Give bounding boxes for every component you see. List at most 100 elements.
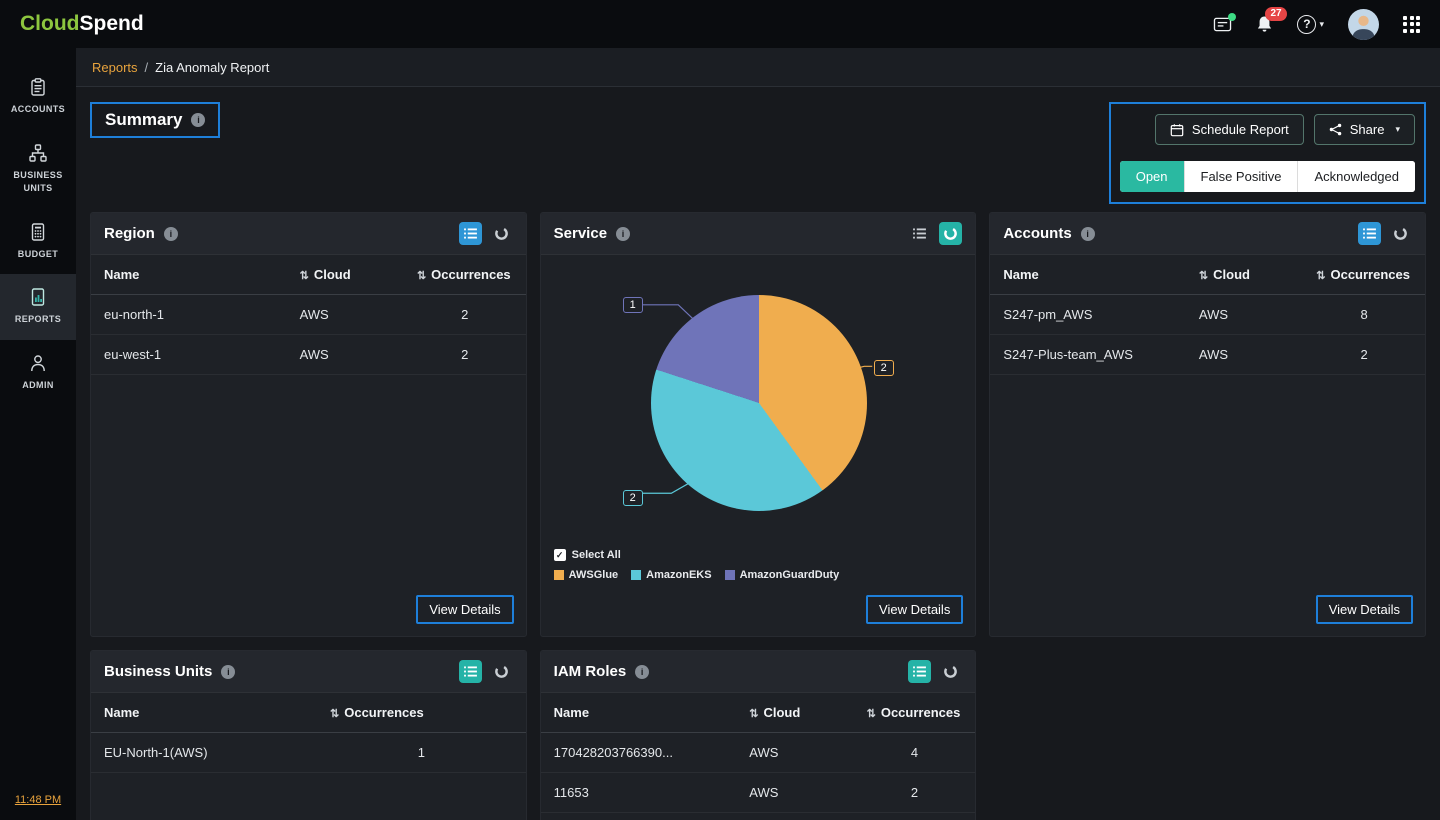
chart-view-icon[interactable] [939, 222, 963, 245]
chart-view-icon[interactable] [1389, 222, 1412, 245]
table-row: S247-Plus-team_AWS AWS 2 [990, 334, 1425, 375]
accounts-icon [31, 78, 45, 96]
column-header-occurrences[interactable]: ⇅ Occurrences [1303, 255, 1425, 295]
chevron-down-icon: ▾ [1319, 18, 1324, 29]
legend-item-amazonguardduty[interactable]: AmazonGuardDuty [724, 569, 839, 581]
reports-icon [31, 288, 45, 306]
share-button[interactable]: Share ▾ [1313, 114, 1415, 145]
column-header-name[interactable]: Name [990, 255, 1186, 295]
column-header-name[interactable]: Name [91, 693, 318, 733]
column-header-name[interactable]: Name [540, 693, 737, 733]
region-table: Name ⇅ Cloud ⇅ Occurrences eu-north-1 AWS … [91, 255, 526, 587]
legend-swatch [631, 570, 642, 580]
accounts-view-details-button[interactable]: View Details [1315, 595, 1413, 624]
table-row: 170428203766390... AWS 4 [540, 732, 976, 773]
tab-acknowledged[interactable]: Acknowledged [1297, 161, 1415, 192]
iam-roles-table: Name ⇅ Cloud ⇅ Occurrences 170428203766390… [540, 693, 976, 820]
tab-open[interactable]: Open [1119, 161, 1184, 192]
user-avatar[interactable] [1348, 8, 1379, 40]
breadcrumb-reports-link[interactable]: Reports [92, 59, 138, 75]
question-icon: ? [1297, 14, 1317, 34]
info-icon[interactable]: i [221, 664, 236, 679]
column-header-occurrences[interactable]: ⇅ Occurrences [403, 255, 526, 295]
sidebar-item-business-units[interactable]: BUSINESS UNITS [0, 130, 76, 209]
accounts-table: Name ⇅ Cloud ⇅ Occurrences S247-pm_AWS AWS… [990, 255, 1425, 587]
select-all-checkbox[interactable]: ✓ Select All [553, 549, 840, 561]
sidebar-item-admin[interactable]: ADMIN [0, 340, 76, 406]
region-card-header: Region i [91, 213, 526, 255]
sort-icon: ⇅ [416, 270, 427, 282]
business-units-card: Business Units i [90, 650, 527, 820]
sort-icon: ⇅ [866, 708, 876, 720]
info-icon[interactable]: i [163, 226, 178, 241]
service-view-details-button[interactable]: View Details [866, 595, 964, 624]
admin-icon [31, 354, 45, 371]
breadcrumb-current-page: Zia Anomaly Report [155, 59, 270, 75]
schedule-report-button[interactable]: Schedule Report [1154, 114, 1304, 145]
checkbox-checked-icon: ✓ [553, 549, 566, 561]
share-label: Share [1349, 122, 1385, 137]
time-link[interactable]: 11:48 PM [14, 794, 62, 806]
legend-swatch [724, 570, 735, 580]
budget-icon [31, 222, 45, 241]
iam-roles-card-title: IAM Roles [553, 663, 627, 680]
column-header-occurrences[interactable]: ⇅ Occurrences [853, 693, 976, 733]
column-header-occurrences[interactable]: ⇅ Occurrences [317, 693, 526, 733]
sidebar-label-business-units: BUSINESS UNITS [13, 169, 63, 194]
chart-view-icon[interactable] [939, 660, 962, 683]
sort-icon: ⇅ [330, 708, 340, 720]
table-row: eu-north-1 AWS 2 [91, 294, 526, 335]
table-view-icon[interactable] [458, 222, 482, 245]
apps-grid-icon[interactable] [1403, 15, 1420, 33]
region-view-details-button[interactable]: View Details [416, 595, 514, 624]
page-header: Summary i Schedule Report [90, 102, 1426, 204]
column-header-cloud[interactable]: ⇅ Cloud [1185, 255, 1304, 295]
service-card-title: Service [553, 225, 608, 242]
sidebar-label-admin: ADMIN [22, 379, 54, 390]
table-view-icon[interactable] [908, 222, 931, 245]
sidebar-item-budget[interactable]: BUDGET [0, 209, 76, 275]
sidebar-item-accounts[interactable]: ACCOUNTS [0, 64, 76, 130]
whats-new-icon[interactable] [1213, 12, 1237, 33]
column-header-name[interactable]: Name [91, 255, 287, 295]
iam-roles-card: IAM Roles i Name [539, 650, 977, 820]
summary-cards-grid: Region i Name [90, 212, 1426, 820]
pie-legend: ✓ Select All AWSGlue AmazonEKS [553, 549, 840, 581]
service-card-header: Service i [540, 213, 976, 255]
info-icon[interactable]: i [616, 226, 631, 241]
table-view-icon[interactable] [458, 660, 482, 683]
info-icon[interactable]: i [1080, 226, 1095, 241]
logo-text-spend: Spend [79, 12, 144, 35]
pie-callout-eks: 2 [622, 490, 643, 506]
legend-item-awsglue[interactable]: AWSGlue [553, 569, 618, 581]
info-icon[interactable]: i [635, 664, 650, 679]
iam-roles-card-header: IAM Roles i [540, 651, 976, 693]
region-card: Region i Name [90, 212, 527, 637]
notification-badge: 27 [1265, 6, 1287, 21]
cloudspend-logo[interactable]: CloudSpend [20, 12, 144, 36]
column-header-cloud[interactable]: ⇅ Cloud [736, 693, 854, 733]
service-pie-chart: 1 2 2 ✓ Select All AWSGlue [541, 255, 976, 587]
notifications-bell-icon[interactable]: 27 [1256, 6, 1287, 34]
chart-view-icon[interactable] [490, 222, 513, 245]
select-all-label: Select All [571, 549, 621, 561]
tab-false-positive[interactable]: False Positive [1183, 161, 1298, 192]
sidebar: ACCOUNTS BUSINESS UNITS BUDGET [0, 48, 76, 820]
table-row: EU-North-1(AWS) 1 [91, 732, 526, 773]
legend-item-amazoneks[interactable]: AmazonEKS [631, 569, 712, 581]
info-icon[interactable]: i [191, 113, 206, 127]
sort-icon: ⇅ [1316, 270, 1326, 282]
region-card-title: Region [104, 225, 155, 242]
table-view-icon[interactable] [1357, 222, 1381, 245]
column-header-cloud[interactable]: ⇅ Cloud [286, 255, 404, 295]
help-button[interactable]: ? ▾ [1297, 14, 1324, 34]
service-pie[interactable] [650, 295, 867, 511]
sidebar-label-accounts: ACCOUNTS [10, 104, 66, 114]
sidebar-label-budget: BUDGET [17, 248, 59, 259]
topbar: CloudSpend 27 ? ▾ [0, 0, 1440, 48]
sort-icon: ⇅ [299, 270, 309, 282]
sidebar-item-reports[interactable]: REPORTS [0, 274, 76, 340]
chart-view-icon[interactable] [490, 660, 513, 683]
legend-swatch [553, 570, 564, 580]
table-view-icon[interactable] [908, 660, 932, 683]
